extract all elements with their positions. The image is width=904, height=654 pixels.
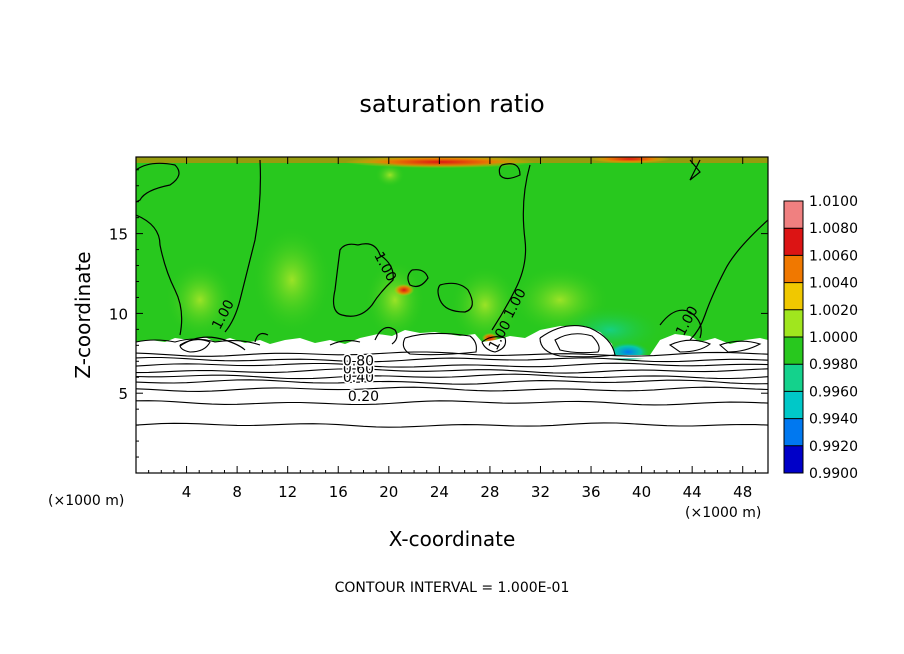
colorbar-swatch — [784, 201, 803, 229]
y-tick-label: 15 — [109, 226, 128, 244]
y-tick-label: 10 — [109, 305, 128, 323]
subcloud-contour — [136, 422, 768, 428]
subcloud-contour — [136, 386, 768, 392]
colorbar-swatch — [784, 445, 803, 473]
x-tick-label: 12 — [278, 483, 297, 501]
subcloud-contour — [136, 400, 768, 406]
field-plume — [252, 225, 332, 335]
contour-line — [136, 338, 261, 346]
colorbar-label: 1.0080 — [809, 221, 858, 237]
contour-line — [689, 159, 701, 181]
contour-line — [136, 214, 183, 336]
x-unit-right: (×1000 m) — [685, 505, 761, 521]
contour-line — [407, 269, 429, 288]
x-tick-label: 8 — [232, 483, 242, 501]
contour-line — [374, 327, 398, 345]
subcloud-contour — [136, 373, 768, 380]
contour-line — [554, 333, 600, 354]
field-plume — [365, 260, 425, 340]
colorbar-label: 1.0060 — [809, 248, 858, 264]
colorbar-label: 1.0040 — [809, 276, 858, 292]
colorbar-label: 0.9960 — [809, 384, 858, 400]
contour-line — [254, 332, 269, 343]
colorbar-swatch — [784, 255, 803, 283]
contour-line — [402, 332, 477, 356]
field-top-band — [345, 157, 535, 168]
contour-line — [689, 219, 768, 341]
colorbar-label: 0.9980 — [809, 357, 858, 373]
field-top-band — [375, 163, 405, 187]
x-tick-label: 28 — [480, 483, 499, 501]
contour-label: 0.80 — [343, 353, 374, 369]
contour-line — [539, 325, 616, 358]
x-tick-label: 36 — [581, 483, 600, 501]
colorbar-label: 0.9920 — [809, 439, 858, 455]
contour-label: 0.60 — [343, 361, 374, 377]
contour-line — [136, 162, 180, 203]
x-tick-label: 44 — [683, 483, 702, 501]
contour-line — [491, 164, 531, 331]
x-unit-left: (×1000 m) — [48, 493, 124, 509]
x-tick-label: 4 — [182, 483, 192, 501]
field-top-band — [590, 157, 670, 163]
subcloud-contour — [136, 351, 768, 357]
subcloud-contour — [136, 368, 768, 374]
colorbar-swatch — [784, 391, 803, 419]
colorbar-label: 1.0020 — [809, 303, 858, 319]
x-tick-label: 48 — [733, 483, 752, 501]
contour-line — [437, 282, 473, 313]
field-saturated — [136, 157, 768, 355]
contour-interval-note: CONTOUR INTERVAL = 1.000E-01 — [335, 580, 570, 596]
x-tick-label: 40 — [632, 483, 651, 501]
colorbar-label: 0.9940 — [809, 412, 858, 428]
colorbar-swatch — [784, 364, 803, 392]
plot-area: 0.200.400.600.801.001.00 1.001.001.00 — [136, 157, 768, 428]
contours-upper — [136, 159, 768, 351]
subcloud-contour — [136, 362, 768, 368]
colorbar: 1.0100 1.0080 1.0060 1.0040 1.0020 1.0000 0.99… — [783, 194, 858, 482]
colorbar-swatch — [784, 309, 803, 337]
contour-line — [668, 339, 712, 353]
contour-line — [718, 340, 762, 353]
colorbar-swatch — [784, 418, 803, 446]
x-tick-label: 24 — [430, 483, 449, 501]
contour-line — [224, 159, 262, 333]
contour-label: 0.20 — [348, 389, 379, 405]
chart-title: saturation ratio — [359, 90, 544, 118]
y-tick-label: 5 — [118, 385, 128, 403]
contour-line — [481, 336, 507, 353]
subcloud-contour — [136, 379, 768, 385]
colorbar-swatch — [784, 337, 803, 365]
x-axis-ticks: 4 8 12 16 20 24 28 32 36 40 44 48 — [148, 157, 756, 501]
contour-line — [332, 243, 394, 317]
x-tick-label: 16 — [329, 483, 348, 501]
contour-label: 0.40 — [343, 370, 374, 386]
subcloud-contour — [136, 356, 768, 363]
contour-line — [179, 339, 211, 353]
contour-line — [329, 339, 361, 346]
y-axis-ticks: 5 10 15 — [109, 169, 768, 458]
x-tick-label: 32 — [531, 483, 550, 501]
y-axis-label: Z-coordinate — [71, 251, 95, 378]
colorbar-swatch — [784, 228, 803, 256]
contours-cloud — [136, 325, 762, 358]
cloud-base — [136, 326, 768, 358]
field-hotspot — [394, 284, 414, 296]
contours-subcloud — [136, 351, 768, 428]
contour-line — [498, 163, 521, 180]
contour-line — [659, 309, 702, 339]
colorbar-label: 1.0000 — [809, 330, 858, 346]
colorbar-label: 0.9900 — [809, 466, 858, 482]
x-axis-label: X-coordinate — [389, 527, 516, 551]
x-tick-label: 20 — [379, 483, 398, 501]
colorbar-label: 1.0100 — [809, 194, 858, 210]
colorbar-swatch — [784, 282, 803, 310]
field-plume — [165, 260, 235, 340]
field-plume — [450, 265, 520, 345]
